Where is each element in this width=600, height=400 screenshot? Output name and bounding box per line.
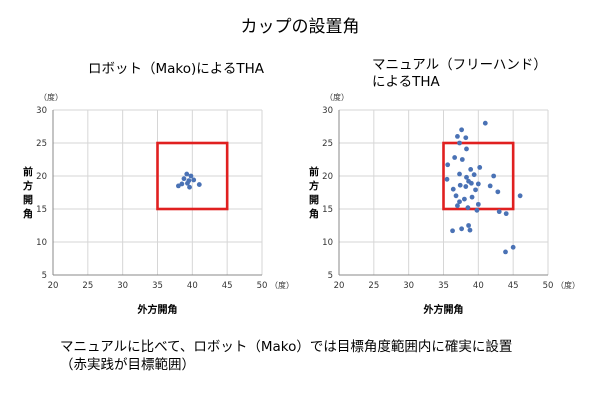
- right-chart-title: マニュアル（フリーハンド） によるTHA: [372, 57, 547, 91]
- left-data-point: [188, 173, 194, 179]
- right-data-point: [464, 146, 469, 152]
- right-data-point: [466, 223, 471, 228]
- right-data-point: [468, 180, 474, 186]
- right-data-point: [495, 189, 501, 195]
- right-y-unit-label: （度）: [325, 92, 349, 102]
- right-data-point: [468, 167, 474, 172]
- right-data-point: [450, 186, 456, 192]
- right-data-point: [452, 155, 458, 160]
- caption-line-2: （赤実践が目標範囲）: [60, 357, 195, 373]
- left-y-tick-label: 20: [36, 172, 47, 182]
- right-data-point: [457, 199, 462, 205]
- caption: マニュアルに比べて、ロボット（Mako）では目標角度範囲内に確実に設置 （赤実践…: [60, 338, 512, 374]
- right-data-point: [475, 201, 481, 207]
- right-data-point: [457, 182, 463, 188]
- right-data-point: [444, 176, 450, 182]
- left-y-tick-label: 5: [42, 271, 47, 281]
- left-x-unit-label: （度）: [270, 280, 294, 290]
- right-y-tick-label: 30: [322, 106, 333, 116]
- right-data-point: [465, 205, 471, 211]
- right-x-unit-label: （度）: [556, 280, 580, 290]
- right-data-point: [477, 165, 483, 170]
- left-x-axis-label: 外方開角: [137, 303, 178, 316]
- right-data-point: [464, 174, 469, 180]
- right-data-point: [453, 193, 459, 199]
- right-data-point: [457, 140, 462, 146]
- right-y-tick-label: 15: [322, 205, 333, 215]
- right-data-point: [482, 120, 488, 126]
- right-data-point: [467, 227, 473, 233]
- left-x-tick-label: 50: [257, 281, 268, 291]
- right-x-tick-label: 45: [508, 281, 519, 291]
- right-x-tick-label: 30: [403, 281, 414, 291]
- left-x-tick-label: 25: [82, 281, 93, 291]
- right-data-point: [473, 187, 478, 193]
- right-y-tick-label: 5: [328, 271, 333, 281]
- left-data-point: [176, 183, 181, 189]
- left-data-point: [181, 176, 187, 182]
- left-data-point: [187, 184, 192, 190]
- right-data-point: [474, 207, 480, 213]
- left-x-tick-label: 40: [187, 281, 198, 291]
- right-y-axis-label: 前方開角: [309, 166, 319, 221]
- right-data-point: [487, 183, 493, 189]
- left-x-tick-label: 35: [152, 281, 163, 291]
- right-data-point: [462, 196, 467, 202]
- right-data-point: [455, 203, 460, 209]
- right-y-tick-label: 25: [322, 139, 333, 149]
- left-data-point: [191, 177, 197, 183]
- caption-line-1: マニュアルに比べて、ロボット（Mako）では目標角度範囲内に確実に設置: [60, 339, 513, 355]
- right-data-point: [455, 134, 460, 139]
- right-data-point: [496, 209, 502, 215]
- left-data-point: [184, 171, 190, 177]
- right-data-point: [450, 228, 455, 234]
- right-y-tick-label: 20: [322, 172, 333, 182]
- right-data-point: [459, 127, 465, 133]
- left-chart-title: ロボット（Mako)によるTHA: [88, 61, 265, 77]
- left-data-point: [179, 181, 185, 187]
- right-data-point: [459, 157, 465, 162]
- right-data-point: [459, 226, 465, 232]
- right-x-tick-label: 40: [473, 281, 484, 291]
- right-data-point: [510, 244, 516, 250]
- right-chart-title-line2: によるTHA: [372, 74, 440, 90]
- left-data-point: [196, 182, 202, 187]
- right-data-point: [475, 181, 481, 187]
- right-x-tick-label: 35: [438, 281, 449, 291]
- left-target-range-box: [156, 141, 229, 211]
- page-title: カップの設置角: [240, 17, 360, 37]
- right-data-point: [491, 173, 497, 179]
- left-x-tick-label: 45: [222, 281, 233, 291]
- left-data-point: [185, 180, 190, 186]
- right-x-axis-label: 外方開角: [423, 303, 464, 316]
- right-chart-title-line1: マニュアル（フリーハンド）: [372, 57, 547, 73]
- right-x-tick-label: 20: [334, 281, 345, 291]
- right-data-point: [503, 211, 509, 217]
- right-data-point: [457, 171, 462, 177]
- right-data-point: [517, 193, 523, 199]
- left-x-tick-label: 20: [48, 281, 59, 291]
- left-y-axis-label: 前方開角: [23, 166, 33, 221]
- left-y-tick-label: 30: [36, 106, 47, 116]
- right-data-point: [463, 184, 469, 189]
- right-x-tick-label: 50: [543, 281, 554, 291]
- left-y-tick-label: 10: [36, 238, 47, 248]
- left-x-tick-label: 30: [117, 281, 128, 291]
- right-data-point: [445, 162, 451, 168]
- right-data-point: [463, 135, 469, 141]
- right-x-tick-label: 25: [368, 281, 379, 291]
- right-data-point: [471, 172, 477, 178]
- right-y-tick-label: 10: [322, 238, 333, 248]
- left-y-tick-label: 25: [36, 139, 47, 149]
- right-data-point: [503, 249, 508, 255]
- left-y-unit-label: （度）: [39, 92, 63, 102]
- left-y-tick-label: 15: [36, 205, 47, 215]
- right-data-point: [469, 194, 475, 200]
